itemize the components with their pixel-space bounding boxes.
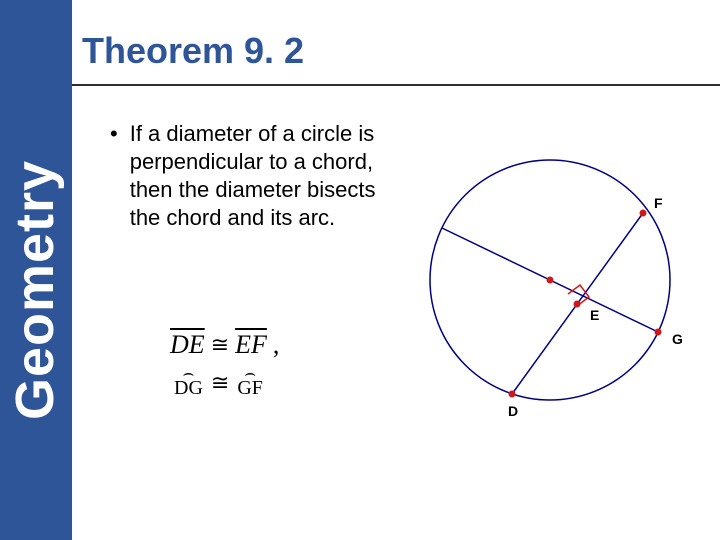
sidebar: Geometry [0,0,72,540]
svg-text:F: F [654,195,663,211]
formula-segments: DE ≅ EF , [170,330,279,360]
segment-de: DE [170,330,205,360]
formula-arcs: ⌢ DG ≅ ⌢ GF [170,368,279,398]
bullet-item: • If a diameter of a circle is perpendic… [110,120,390,232]
bullet-text: If a diameter of a circle is perpendicul… [130,120,390,232]
congruent-icon: ≅ [211,332,229,358]
svg-text:E: E [590,307,599,323]
sidebar-label: Geometry [4,160,66,420]
bullet-marker: • [110,120,118,148]
segment-ef: EF [235,330,267,360]
content-body: • If a diameter of a circle is perpendic… [110,120,390,232]
arc-gf: ⌢ GF [237,368,263,398]
svg-text:D: D [508,403,518,419]
arc-dg: ⌢ DG [174,368,203,398]
circle-diagram: F E G D [400,130,700,430]
svg-text:G: G [672,331,683,347]
comma: , [273,330,280,360]
congruent-icon: ≅ [211,370,229,396]
formula-block: DE ≅ EF , ⌢ DG ≅ ⌢ GF [170,330,279,398]
slide-title: Theorem 9. 2 [72,30,720,86]
